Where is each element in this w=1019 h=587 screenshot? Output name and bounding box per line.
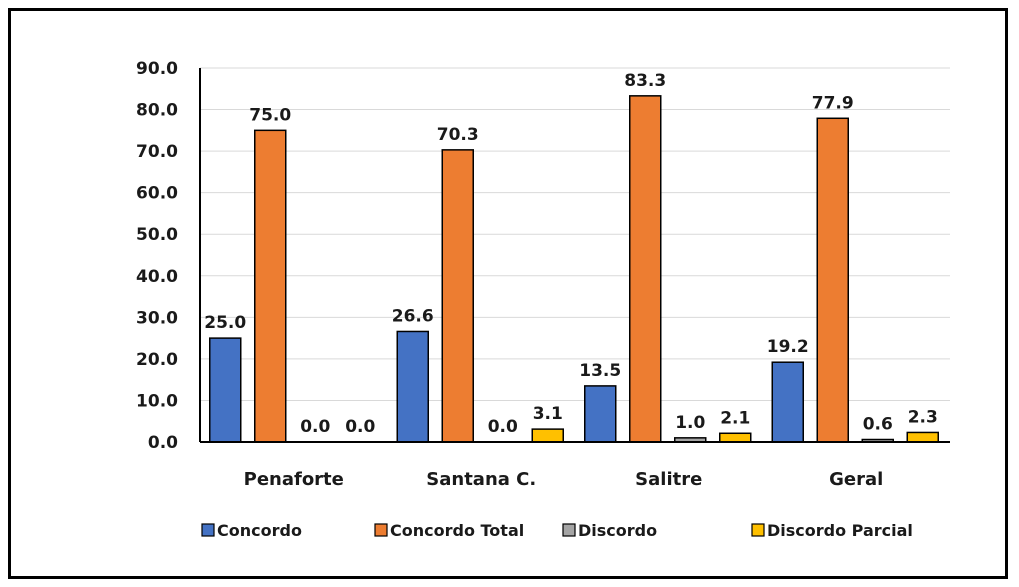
data-label: 0.0 <box>488 417 518 437</box>
data-label: 26.6 <box>392 306 434 326</box>
x-category-label: Santana C. <box>426 469 536 490</box>
bar-concordo <box>209 337 242 443</box>
data-label: 3.1 <box>533 404 563 424</box>
y-tick-label: 80.0 <box>136 101 178 121</box>
data-label: 70.3 <box>437 125 479 145</box>
legend-label: Discordo <box>578 521 657 540</box>
data-label: 13.5 <box>579 361 621 381</box>
bar-concordo <box>396 330 429 443</box>
legend-label: Concordo Total <box>390 521 524 540</box>
bar-concordo-total <box>816 117 849 443</box>
data-label: 25.0 <box>204 313 246 333</box>
y-tick-label: 0.0 <box>148 433 178 453</box>
y-tick-label: 10.0 <box>136 391 178 411</box>
data-label: 75.0 <box>249 105 291 125</box>
data-label: 0.0 <box>300 417 330 437</box>
data-label: 83.3 <box>624 71 666 91</box>
legend-label: Discordo Parcial <box>767 521 913 540</box>
bar-concordo <box>584 385 617 443</box>
data-label: 0.0 <box>345 417 375 437</box>
y-tick-label: 60.0 <box>136 184 178 204</box>
data-label: 77.9 <box>812 93 854 113</box>
data-label: 2.3 <box>908 407 938 427</box>
bar-discordo-parcial <box>719 432 752 443</box>
bar-discordo-parcial <box>906 431 939 443</box>
legend-swatch <box>374 523 388 537</box>
legend-label: Concordo <box>217 521 302 540</box>
y-tick-label: 20.0 <box>136 350 178 370</box>
y-tick-label: 40.0 <box>136 267 178 287</box>
legend-swatch <box>751 523 765 537</box>
y-tick-label: 70.0 <box>136 142 178 162</box>
bar-concordo-total <box>629 95 662 443</box>
y-tick-label: 30.0 <box>136 308 178 328</box>
legend-swatch <box>201 523 215 537</box>
bar-concordo-total <box>254 129 287 443</box>
legend-swatch <box>562 523 576 537</box>
data-label: 1.0 <box>675 413 705 433</box>
y-tick-label: 90.0 <box>136 59 178 79</box>
data-label: 19.2 <box>767 337 809 357</box>
x-category-label: Salitre <box>635 469 702 490</box>
data-label: 0.6 <box>863 415 893 435</box>
y-tick-label: 50.0 <box>136 225 178 245</box>
x-category-label: Geral <box>829 469 883 490</box>
x-category-label: Penaforte <box>244 469 344 490</box>
data-label: 2.1 <box>720 408 750 428</box>
bar-concordo-total <box>441 149 474 443</box>
bar-discordo-parcial <box>531 428 564 443</box>
bar-concordo <box>771 361 804 443</box>
